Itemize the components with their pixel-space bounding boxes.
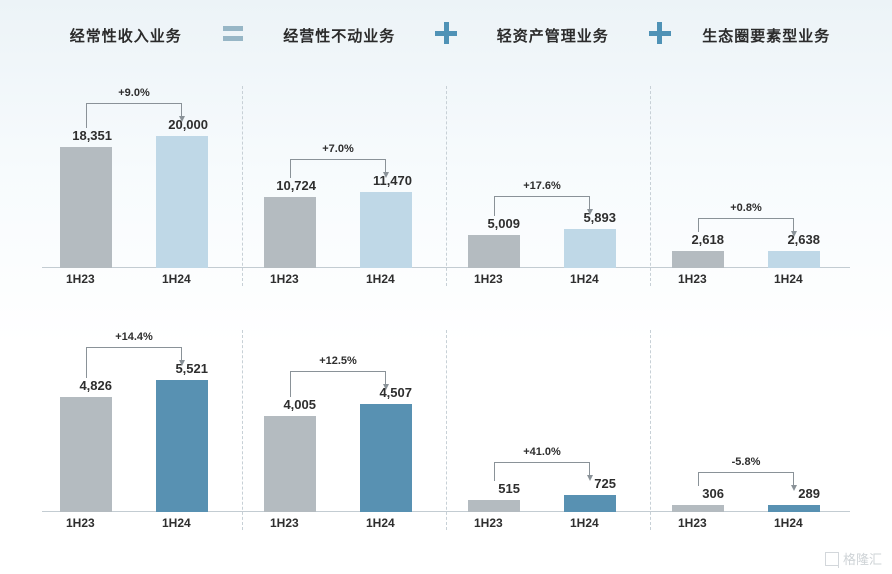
header-label-1: 经营性不动业务: [256, 25, 424, 46]
x-category-label: 1H23: [66, 272, 95, 286]
group-divider: [446, 330, 447, 530]
change-pct-label: +9.0%: [86, 87, 182, 99]
change-callout: +41.0%: [494, 462, 590, 463]
x-category-label: 1H24: [774, 272, 803, 286]
x-category-label: 1H23: [474, 272, 503, 286]
bar: [156, 380, 208, 512]
bar-value-label: 5,521: [142, 361, 208, 376]
change-callout: +14.4%: [86, 347, 182, 348]
group-divider: [242, 86, 243, 286]
change-pct-label: +17.6%: [494, 180, 590, 192]
bar-value-label: 10,724: [250, 178, 316, 193]
operator-equals: [210, 26, 256, 46]
group-divider: [650, 86, 651, 286]
x-category-label: 1H24: [366, 272, 395, 286]
change-pct-label: +0.8%: [698, 202, 794, 214]
bar-value-label: 4,826: [46, 378, 112, 393]
watermark-text: 格隆汇: [843, 549, 882, 568]
change-callout: +17.6%: [494, 196, 590, 197]
bar-value-label: 289: [754, 486, 820, 501]
bar: [564, 495, 616, 512]
bar-group: 5,009 1H23 5,893 1H24 +17.6%: [450, 66, 646, 286]
bar-value-label: 18,351: [46, 128, 112, 143]
bar-value-label: 2,638: [754, 232, 820, 247]
bar-group: 4,005 1H23 4,507 1H24 +12.5%: [246, 310, 442, 530]
header-row: 经常性收入业务 经营性不动业务 轻资产管理业务 生态圈要素型业务: [0, 0, 892, 49]
bar: [468, 500, 520, 512]
header-label-2: 轻资产管理业务: [469, 25, 637, 46]
group-divider: [446, 86, 447, 286]
change-pct-label: -5.8%: [698, 456, 794, 468]
bar-value-label: 306: [658, 486, 724, 501]
header-label-3: 生态圈要素型业务: [683, 25, 851, 46]
group-divider: [650, 330, 651, 530]
operator-plus-2: [637, 22, 683, 49]
bar-value-label: 5,893: [550, 210, 616, 225]
chart-row: 18,351 1H23 20,000 1H24 +9.0% 10,724 1H23 11,47…: [42, 66, 850, 286]
x-category-label: 1H23: [270, 516, 299, 530]
operator-plus-1: [423, 22, 469, 49]
x-category-label: 1H23: [678, 272, 707, 286]
chart-row: 4,826 1H23 5,521 1H24 +14.4% 4,005 1H23 4,507 1H…: [42, 310, 850, 530]
chart-area: 18,351 1H23 20,000 1H24 +9.0% 10,724 1H23 11,47…: [42, 66, 850, 554]
bar: [156, 136, 208, 268]
change-callout: +0.8%: [698, 218, 794, 219]
bar-value-label: 5,009: [454, 216, 520, 231]
x-category-label: 1H23: [270, 272, 299, 286]
change-callout: +9.0%: [86, 103, 182, 104]
bar: [768, 505, 820, 512]
bar-group: 4,826 1H23 5,521 1H24 +14.4%: [42, 310, 238, 530]
x-category-label: 1H24: [570, 516, 599, 530]
x-category-label: 1H23: [474, 516, 503, 530]
bar-value-label: 4,507: [346, 385, 412, 400]
x-category-label: 1H23: [66, 516, 95, 530]
change-pct-label: +14.4%: [86, 331, 182, 343]
bar-value-label: 515: [454, 481, 520, 496]
watermark: 格隆汇: [825, 549, 882, 568]
bar: [360, 192, 412, 268]
x-category-label: 1H24: [162, 516, 191, 530]
bar: [468, 235, 520, 268]
bar-group: 10,724 1H23 11,470 1H24 +7.0%: [246, 66, 442, 286]
header-label-0: 经常性收入业务: [42, 25, 210, 46]
watermark-logo-icon: [825, 552, 839, 566]
bar-group: 306 1H23 289 1H24 -5.8%: [654, 310, 850, 530]
bar: [564, 229, 616, 268]
x-category-label: 1H24: [162, 272, 191, 286]
bar: [768, 251, 820, 268]
bar: [360, 404, 412, 512]
change-pct-label: +7.0%: [290, 143, 386, 155]
x-category-label: 1H24: [570, 272, 599, 286]
bar: [264, 197, 316, 268]
bar: [264, 416, 316, 512]
change-callout: -5.8%: [698, 472, 794, 473]
bar-value-label: 20,000: [142, 117, 208, 132]
x-category-label: 1H23: [678, 516, 707, 530]
bar-value-label: 2,618: [658, 232, 724, 247]
bar: [672, 505, 724, 512]
bar-group: 515 1H23 725 1H24 +41.0%: [450, 310, 646, 530]
bar-value-label: 4,005: [250, 397, 316, 412]
x-category-label: 1H24: [774, 516, 803, 530]
group-divider: [242, 330, 243, 530]
bar-value-label: 725: [550, 476, 616, 491]
change-pct-label: +12.5%: [290, 355, 386, 367]
bar: [60, 397, 112, 512]
bar: [60, 147, 112, 268]
bar-group: 2,618 1H23 2,638 1H24 +0.8%: [654, 66, 850, 286]
bar-group: 18,351 1H23 20,000 1H24 +9.0%: [42, 66, 238, 286]
change-callout: +7.0%: [290, 159, 386, 160]
x-category-label: 1H24: [366, 516, 395, 530]
bar-value-label: 11,470: [346, 173, 412, 188]
change-pct-label: +41.0%: [494, 446, 590, 458]
change-callout: +12.5%: [290, 371, 386, 372]
bar: [672, 251, 724, 268]
